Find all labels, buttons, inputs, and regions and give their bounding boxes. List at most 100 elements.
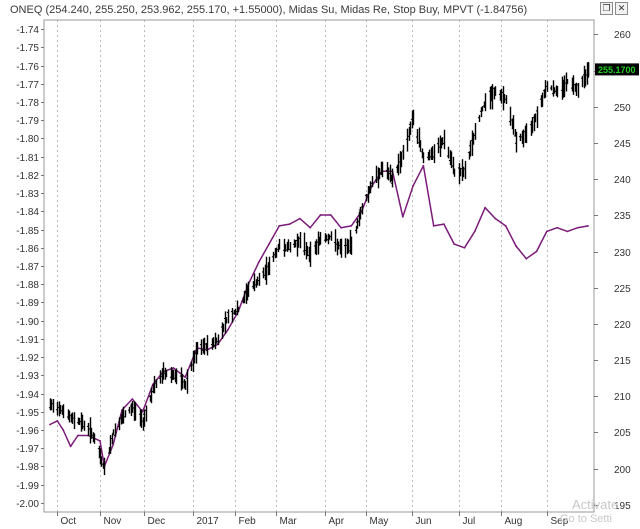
mpvt-point (268, 243, 270, 246)
left-tick-label: -1.79 (16, 116, 39, 127)
left-tick-label: -1.76 (16, 62, 39, 73)
right-tick-label: 200 (614, 465, 631, 476)
right-tick-label: 240 (614, 175, 631, 186)
x-axis: Oct Nov Dec 2017 Feb Mar Apr May Jun Jul Aug Sep (57, 512, 569, 527)
mpvt-point (545, 230, 548, 233)
mpvt-point (131, 398, 134, 400)
right-tick-label: 205 (614, 428, 631, 439)
mpvt-point (329, 214, 332, 216)
left-tick-label: -1.84 (16, 207, 39, 218)
mpvt-point (77, 434, 79, 437)
left-tick-label: -1.98 (16, 462, 39, 473)
x-tick-label: Sep (551, 516, 569, 527)
grid-lines (57, 20, 548, 512)
left-axis: -1.74 -1.75 -1.76 -1.77 -1.78 -1.79 -1.80 -1.81… (16, 25, 44, 510)
right-tick-label: 245 (614, 139, 631, 150)
left-tick-label: -1.74 (16, 25, 39, 36)
mpvt-point (587, 225, 589, 227)
left-tick-label: -1.87 (16, 262, 39, 273)
mpvt-point (504, 225, 507, 227)
mpvt-point (99, 440, 101, 442)
last-price-label: 255.1700 (598, 65, 636, 75)
mpvt-point (525, 257, 528, 260)
mpvt-line (49, 165, 589, 468)
left-tick-label: -1.90 (16, 317, 39, 328)
x-tick-label: Jul (463, 516, 476, 527)
left-tick-label: -1.85 (16, 226, 39, 237)
mpvt-point (350, 225, 353, 227)
right-tick-label: 210 (614, 392, 631, 403)
left-tick-label: -1.86 (16, 244, 39, 255)
mpvt-point (494, 217, 497, 220)
left-tick-label: -1.95 (16, 408, 39, 419)
right-tick-label: 230 (614, 248, 631, 259)
mpvt-point (340, 226, 342, 229)
left-tick-label: -1.77 (16, 80, 39, 91)
mpvt-point (453, 243, 456, 246)
left-tick-label: -1.83 (16, 189, 39, 200)
left-tick-label: -1.89 (16, 298, 39, 309)
left-tick-label: -1.88 (16, 280, 39, 291)
x-tick-label: May (370, 516, 389, 527)
x-tick-label: Feb (239, 516, 257, 527)
mpvt-point (278, 225, 281, 227)
left-tick-label: -1.97 (16, 444, 39, 455)
plot-frame (43, 19, 595, 513)
left-tick-label: -1.92 (16, 353, 39, 364)
right-tick-label: 225 (614, 284, 631, 295)
mpvt-point (463, 246, 466, 249)
left-tick-label: -1.78 (16, 98, 39, 109)
right-tick-label: 195 (614, 501, 631, 512)
mpvt-point (69, 445, 72, 448)
x-tick-label: Apr (329, 516, 345, 527)
left-tick-label: -1.82 (16, 171, 39, 182)
left-tick-label: -1.94 (16, 390, 39, 401)
mpvt-point (298, 217, 301, 220)
right-axis: 1952002052102152202252302352402452502552… (594, 30, 631, 512)
mpvt-point (172, 367, 175, 369)
x-tick-label: Jun (416, 516, 432, 527)
right-tick-label: 250 (614, 103, 631, 114)
last-price-badge-group: 255.1700 (595, 63, 639, 76)
x-tick-label: Nov (104, 516, 122, 527)
title-bar: ONEQ (254.240, 255.250, 253.962, 255.170… (0, 0, 640, 20)
series-layer (48, 61, 590, 476)
right-tick-label: 220 (614, 320, 631, 331)
x-tick-label: 2017 (197, 516, 220, 527)
mpvt-point (535, 250, 538, 253)
left-tick-label: -1.96 (16, 426, 39, 437)
mpvt-point (473, 230, 476, 233)
mpvt-point (49, 423, 51, 426)
mpvt-point (319, 214, 322, 216)
close-button[interactable]: ✕ (615, 2, 628, 15)
mpvt-point (288, 223, 291, 225)
mpvt-point (257, 261, 260, 264)
mpvt-point (566, 230, 569, 233)
last-price-badge (595, 63, 639, 76)
x-tick-label: Dec (148, 516, 166, 527)
x-tick-label: Mar (280, 516, 298, 527)
mpvt-point (443, 223, 445, 225)
restore-button[interactable]: ❒ (600, 2, 613, 15)
x-tick-label: Oct (61, 516, 77, 527)
mpvt-point (412, 184, 414, 187)
left-tick-label: -1.93 (16, 371, 39, 382)
mpvt-point (515, 245, 517, 247)
x-tick-label: Aug (505, 516, 523, 527)
right-tick-label: 235 (614, 211, 631, 222)
mpvt-point (184, 376, 187, 379)
left-tick-label: -2.00 (16, 499, 39, 510)
left-tick-label: -1.75 (16, 43, 39, 54)
mpvt-point (422, 164, 425, 167)
mpvt-point (432, 225, 435, 227)
mpvt-point (576, 226, 579, 229)
mpvt-point (401, 215, 404, 218)
right-tick-label: 215 (614, 356, 631, 367)
left-tick-label: -1.99 (16, 481, 39, 492)
right-tick-label: 260 (614, 30, 631, 41)
mpvt-point (56, 419, 59, 422)
chart-title: ONEQ (254.240, 255.250, 253.962, 255.170… (10, 4, 528, 16)
left-tick-label: -1.80 (16, 134, 39, 145)
